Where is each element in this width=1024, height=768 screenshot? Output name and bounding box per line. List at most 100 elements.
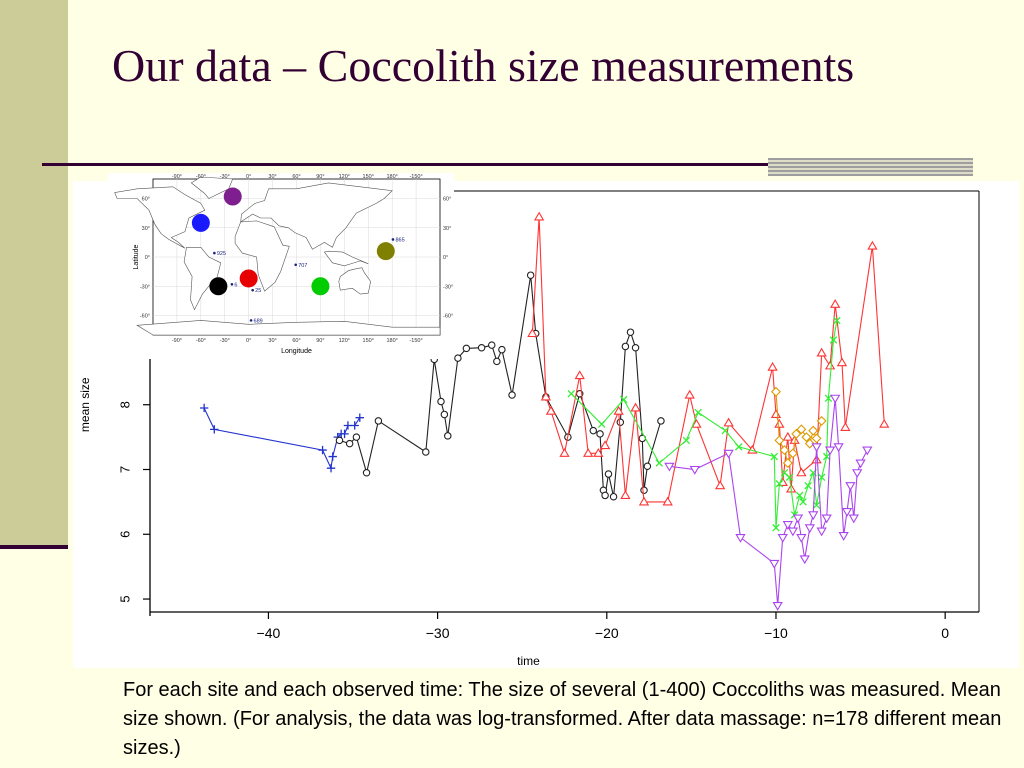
map-site-dot: [213, 251, 216, 255]
data-point: [599, 440, 611, 450]
map-y-tick-label: 60°: [142, 197, 150, 203]
data-point: [422, 448, 430, 456]
site-map-svg: -90°-90°-60°-60°-30°-30°0°0°30°30°60°60°…: [114, 174, 453, 355]
data-point: [488, 341, 496, 349]
data-point: [808, 511, 819, 521]
map-y-tick-label: 30°: [142, 226, 150, 232]
slide-title: Our data – Coccolith size measurements: [112, 40, 855, 91]
data-point: [340, 429, 349, 439]
map-x-tick-label: 30°: [268, 174, 276, 180]
map-x-tick-label: 180°: [386, 174, 397, 180]
data-point: [626, 328, 635, 336]
data-point: [867, 240, 878, 250]
y-tick-label: 6: [117, 531, 132, 538]
data-point: [350, 421, 359, 430]
map-landmass: [234, 220, 290, 292]
data-point: [829, 336, 838, 344]
data-point: [821, 514, 832, 524]
data-point: [816, 415, 827, 426]
map-x-tick-label: 30°: [268, 338, 276, 344]
map-x-tick-label: 90°: [316, 338, 324, 344]
map-site-marker: [376, 242, 395, 261]
title-underline: [42, 163, 972, 166]
data-point: [824, 360, 836, 370]
data-point: [775, 479, 784, 488]
map-site-dot: [249, 319, 253, 322]
data-point: [801, 432, 812, 443]
map-y-tick-label: -30°: [443, 284, 453, 290]
data-point: [772, 524, 780, 532]
data-point: [796, 467, 807, 477]
map-x-tick-label: 120°: [339, 338, 350, 344]
data-point: [362, 468, 371, 477]
site-map: -90° -90° -60° -60° -30° -30° 0° 0° 30° 30° 60° 60°…: [108, 173, 454, 359]
data-point: [785, 473, 794, 482]
data-point: [631, 343, 640, 352]
y-tick-label: 8: [117, 401, 132, 408]
data-point: [583, 448, 594, 457]
map-x-tick-label: 0°: [246, 174, 251, 180]
data-point: [589, 426, 598, 435]
map-y-tick-label: -30°: [140, 284, 150, 290]
data-point: [774, 435, 785, 446]
map-y-tick-label: -60°: [140, 314, 150, 320]
data-point: [620, 490, 631, 499]
map-x-tick-label: -150°: [409, 174, 422, 180]
data-point: [811, 433, 822, 444]
data-point: [444, 432, 452, 440]
data-point: [462, 344, 471, 353]
data-point: [454, 354, 462, 362]
data-point: [816, 527, 827, 537]
map-x-tick-label: -60°: [196, 174, 206, 180]
data-point: [604, 470, 613, 478]
map-x-tick-label: -30°: [220, 174, 230, 180]
map-x-tick-label: -90°: [172, 174, 182, 180]
map-x-tick-label: -60°: [196, 338, 206, 344]
map-x-tick-label: 90°: [316, 174, 324, 180]
map-x-axis-label: Longitude: [281, 348, 312, 355]
data-point: [498, 345, 506, 354]
data-point: [845, 482, 856, 491]
data-point: [540, 391, 552, 401]
data-point: [796, 424, 807, 435]
series-group: [527, 211, 890, 506]
title-hatch-decoration: [768, 158, 973, 176]
data-point: [691, 418, 702, 428]
map-landmass: [323, 250, 369, 267]
data-point: [527, 328, 538, 338]
data-point: [824, 446, 836, 456]
x-tick-label: −20: [595, 625, 619, 641]
data-point: [662, 496, 673, 506]
series-group: [664, 394, 873, 611]
data-point: [795, 491, 804, 500]
data-point: [811, 454, 822, 464]
data-point: [816, 347, 827, 357]
slide-caption: For each site and each observed time: Th…: [123, 679, 1002, 759]
map-x-tick-label: -30°: [220, 338, 230, 344]
data-point: [199, 403, 209, 413]
map-y-tick-label: 0°: [443, 255, 448, 261]
data-point: [721, 426, 729, 435]
data-point: [723, 449, 734, 459]
data-point: [328, 452, 337, 461]
map-landmass: [338, 267, 371, 295]
map-landmass: [114, 186, 206, 249]
data-point: [796, 533, 807, 543]
data-point: [508, 391, 516, 399]
mean-size-chart: −40−30−20−100567891011timemean size: [78, 190, 980, 668]
data-point: [817, 473, 826, 482]
data-point: [812, 501, 821, 509]
data-point: [638, 496, 650, 506]
slide-sidebar: [0, 0, 68, 545]
map-site-dot: [251, 288, 254, 292]
data-point: [855, 459, 866, 469]
data-point: [609, 492, 618, 501]
data-point: [770, 409, 782, 419]
y-axis-label: mean size: [78, 377, 92, 432]
map-y-tick-label: -60°: [443, 314, 453, 320]
data-point: [804, 438, 815, 449]
data-point: [374, 417, 383, 425]
map-x-tick-label: -150°: [409, 338, 422, 344]
data-point: [838, 532, 849, 541]
data-point: [545, 405, 557, 415]
